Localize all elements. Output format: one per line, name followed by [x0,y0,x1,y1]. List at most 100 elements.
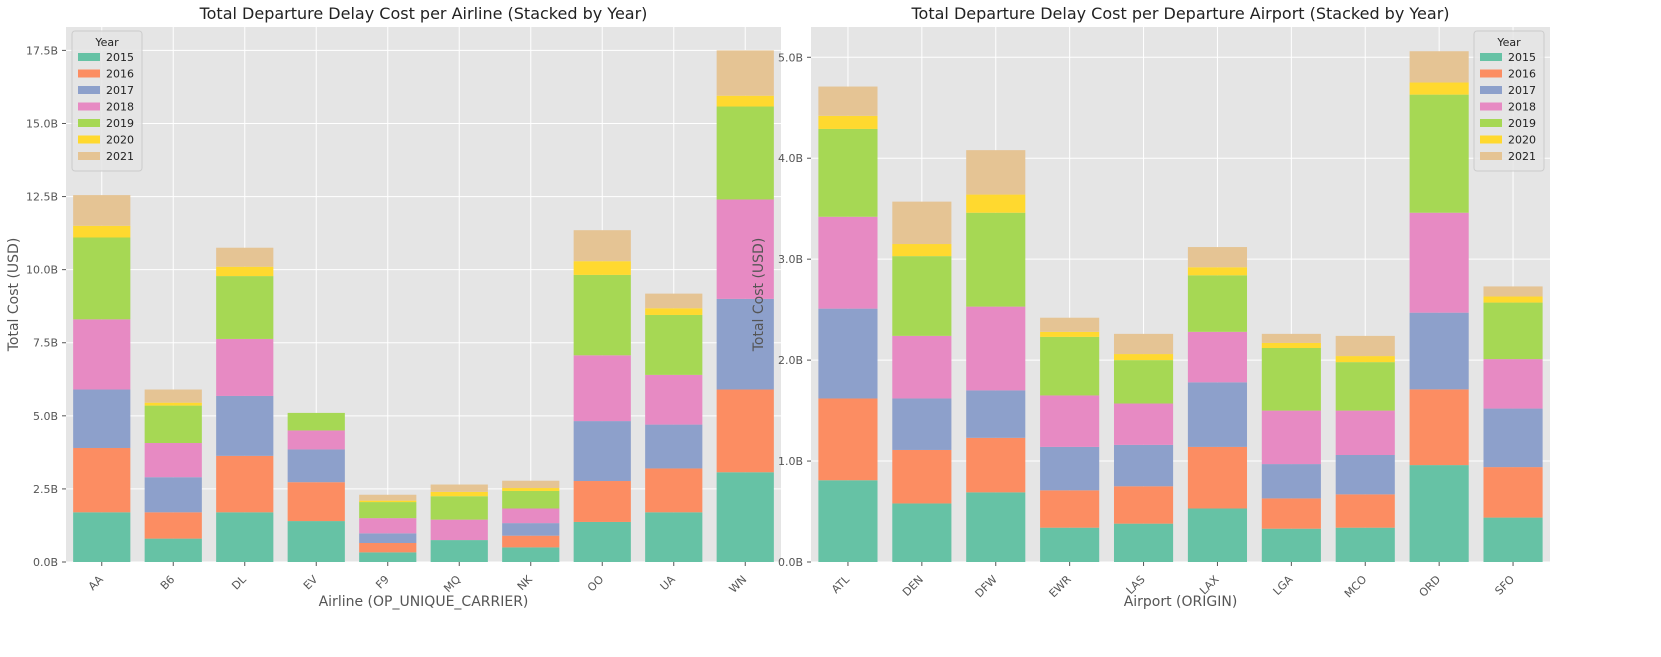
x-tick-label: AA [86,573,106,593]
bar-segment [287,482,345,522]
legend-entry: 2021 [1508,150,1536,163]
legend-swatch [78,135,100,144]
bar-segment [1261,464,1321,499]
bar-segment [73,389,131,448]
bar-segment [645,424,703,469]
x-tick-label: WN [727,573,750,596]
x-tick-label: ATL [829,572,853,596]
bar-segment [502,480,560,489]
bar-segment [716,95,774,107]
bar-segment [359,494,417,501]
x-tick-label: DEN [900,573,926,599]
bar-segment [287,412,345,431]
bar-segment [716,389,774,473]
bar-segment [144,538,202,562]
bar-segment [573,355,631,422]
y-tick-label: 7.5B [33,337,58,350]
legend-entry: 2020 [1508,134,1536,147]
y-tick-label: 2.0B [778,354,803,367]
legend-entry: 2018 [106,101,134,114]
y-tick-label: 5.0B [33,410,58,423]
bar-segment [1187,275,1248,332]
bar-segment [892,398,952,450]
y-tick-label: 10.0B [26,264,58,277]
bar-segment [1187,382,1248,447]
bar-segment [818,398,878,481]
bar-segment [216,276,274,339]
bar-segment [430,484,488,492]
legend-swatch [1480,119,1502,127]
bar-segment [573,274,631,356]
bar-segment [1187,446,1248,509]
bar-segment [502,535,560,548]
x-axis-label: Airline (OP_UNIQUE_CARRIER) [319,594,529,610]
y-tick-label: 5.0B [778,51,803,64]
bar-segment [573,481,631,522]
x-tick-label: UA [658,573,679,594]
bar-segment [73,195,131,226]
bar-segment [1040,446,1100,491]
bar-segment [1113,354,1174,361]
x-tick-label: LGA [1271,573,1296,598]
bar-segment [216,455,274,513]
bar-segment [1187,508,1248,562]
legend-swatch [1480,53,1502,61]
bar-segment [966,390,1026,438]
bar-segment [645,374,703,425]
x-tick-label: B6 [158,573,177,592]
bar-segment [216,247,274,267]
bar-segment [1335,494,1395,528]
bar-segment [1409,82,1469,95]
bar-segment [966,492,1026,562]
bar-segment [645,293,703,309]
bar-segment [216,512,274,562]
bar-segment [1040,336,1100,396]
bar-segment [966,150,1026,195]
x-tick-label: EWR [1047,573,1074,600]
bar-segment [1040,395,1100,447]
bar-segment [430,491,488,497]
chart-title: Total Departure Delay Cost per Departure… [910,4,1449,23]
legend-swatch [78,86,100,94]
x-tick-label: EV [301,573,321,593]
legend-swatch [1480,69,1502,78]
bar-segment [502,523,560,536]
bar-segment [645,512,703,562]
bar-segment [892,201,952,245]
x-tick-label: DFW [973,573,1000,600]
bar-segment [1113,403,1174,445]
bar-segment [1483,467,1543,518]
legend-entry: 2017 [1508,84,1536,97]
bar-segment [892,256,952,336]
bar-segment [1261,410,1321,465]
legend-swatch [78,53,100,61]
legend-title: Year [1496,36,1521,49]
bar-segment [818,308,878,399]
bar-segment [716,106,774,200]
bar-segment [966,194,1026,213]
bar-segment [1409,94,1469,213]
x-tick-label: ORD [1417,573,1444,600]
bar-segment [818,216,878,309]
x-tick-label: MQ [441,573,463,595]
bar-segment [1040,317,1100,332]
x-tick-label: SFO [1492,573,1517,598]
x-tick-label: DL [229,572,249,592]
bar-segment [892,244,952,257]
bar-segment [359,500,417,503]
bar-segment [502,488,560,491]
y-tick-label: 2.5B [33,483,58,496]
chart-panel-1: 0.0B 2.5B 5.0B 7.5B 10.0B 12.5B 15.0B 17.5B AA B6… [6,4,781,610]
bar-segment [502,490,560,509]
legend-entry: 2018 [1508,101,1536,114]
bar-segment [144,512,202,539]
chart-title: Total Departure Delay Cost per Airline (… [199,4,648,23]
bar-segment [144,477,202,513]
bar-segment [73,512,131,562]
y-axis-label: Total Cost (USD) [6,238,22,353]
bar-segment [73,447,131,513]
bar-segment [716,50,774,96]
bar-segment [73,225,131,238]
bar-segment [287,521,345,562]
